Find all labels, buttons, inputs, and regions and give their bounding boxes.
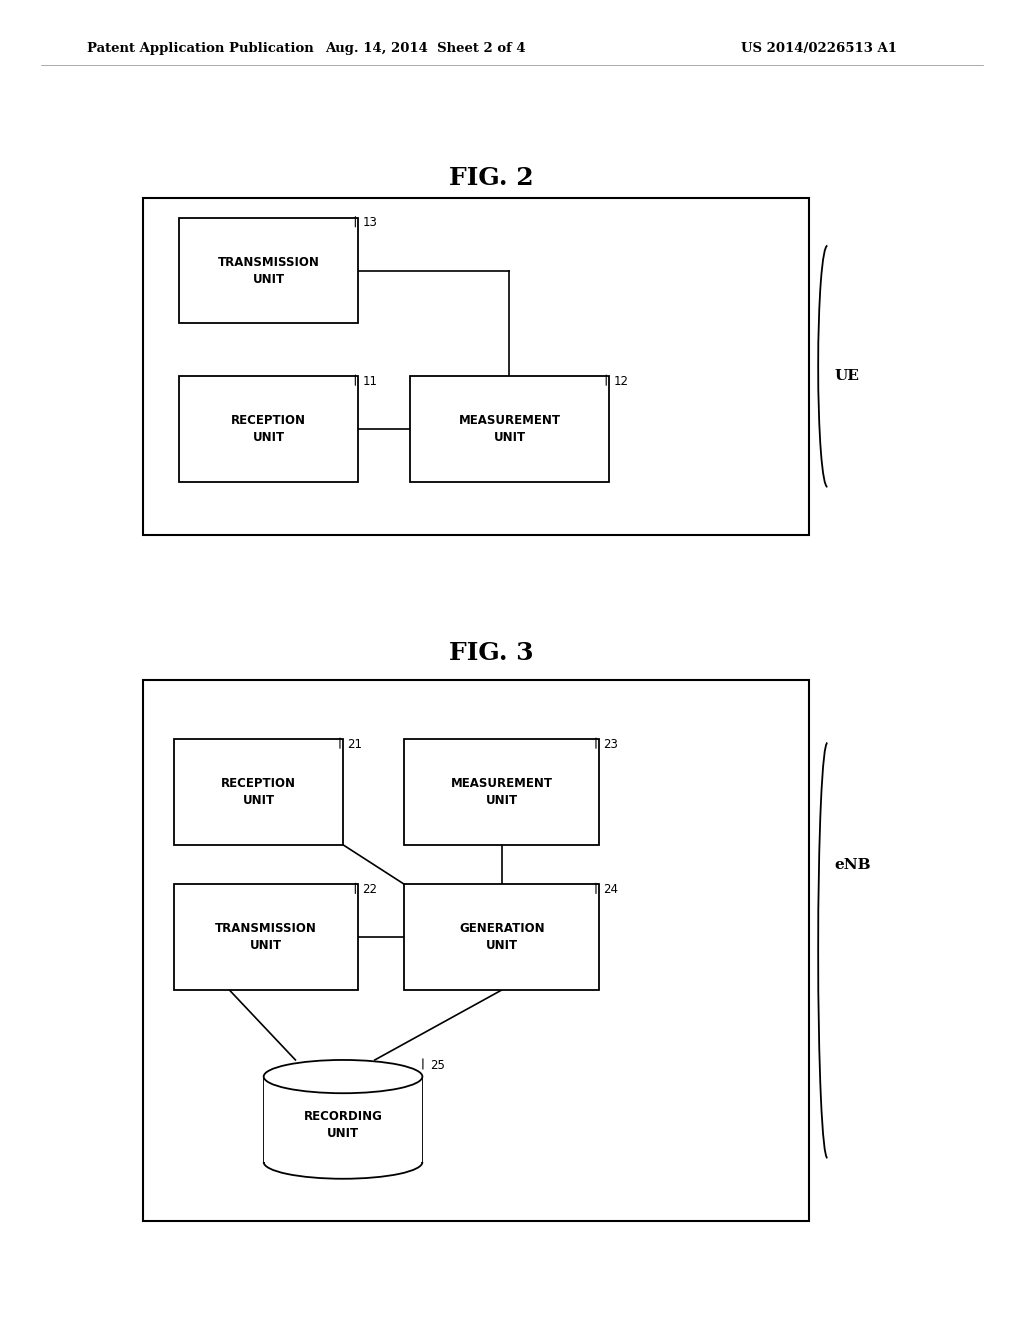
Bar: [264, 1077, 422, 1162]
Text: 25: 25: [430, 1059, 445, 1072]
Text: 21: 21: [347, 738, 362, 751]
Text: FIG. 2: FIG. 2: [450, 166, 534, 190]
Text: RECEPTION
UNIT: RECEPTION UNIT: [231, 414, 306, 444]
Text: MEASUREMENT
UNIT: MEASUREMENT UNIT: [451, 777, 553, 807]
Text: US 2014/0226513 A1: US 2014/0226513 A1: [741, 42, 897, 55]
Text: 11: 11: [362, 375, 378, 388]
Text: GENERATION
UNIT: GENERATION UNIT: [459, 923, 545, 952]
Bar: [179, 376, 358, 482]
Ellipse shape: [264, 1060, 423, 1093]
Text: UE: UE: [835, 370, 859, 383]
Text: 13: 13: [362, 216, 378, 230]
Text: TRANSMISSION
UNIT: TRANSMISSION UNIT: [218, 256, 319, 285]
Bar: [174, 884, 358, 990]
Text: 22: 22: [362, 883, 378, 896]
Bar: [404, 884, 599, 990]
Bar: [404, 739, 599, 845]
Text: Patent Application Publication: Patent Application Publication: [87, 42, 313, 55]
Text: Aug. 14, 2014  Sheet 2 of 4: Aug. 14, 2014 Sheet 2 of 4: [325, 42, 525, 55]
Text: 12: 12: [613, 375, 629, 388]
Text: MEASUREMENT
UNIT: MEASUREMENT UNIT: [459, 414, 560, 444]
Text: 23: 23: [603, 738, 618, 751]
Text: eNB: eNB: [835, 858, 871, 871]
Bar: [179, 218, 358, 323]
Text: 24: 24: [603, 883, 618, 896]
Text: RECEPTION
UNIT: RECEPTION UNIT: [221, 777, 296, 807]
Text: RECORDING
UNIT: RECORDING UNIT: [303, 1110, 383, 1140]
Text: FIG. 3: FIG. 3: [450, 642, 534, 665]
Bar: [143, 680, 809, 1221]
Bar: [174, 739, 343, 845]
Bar: [143, 198, 809, 535]
Bar: [410, 376, 609, 482]
Text: TRANSMISSION
UNIT: TRANSMISSION UNIT: [215, 923, 317, 952]
